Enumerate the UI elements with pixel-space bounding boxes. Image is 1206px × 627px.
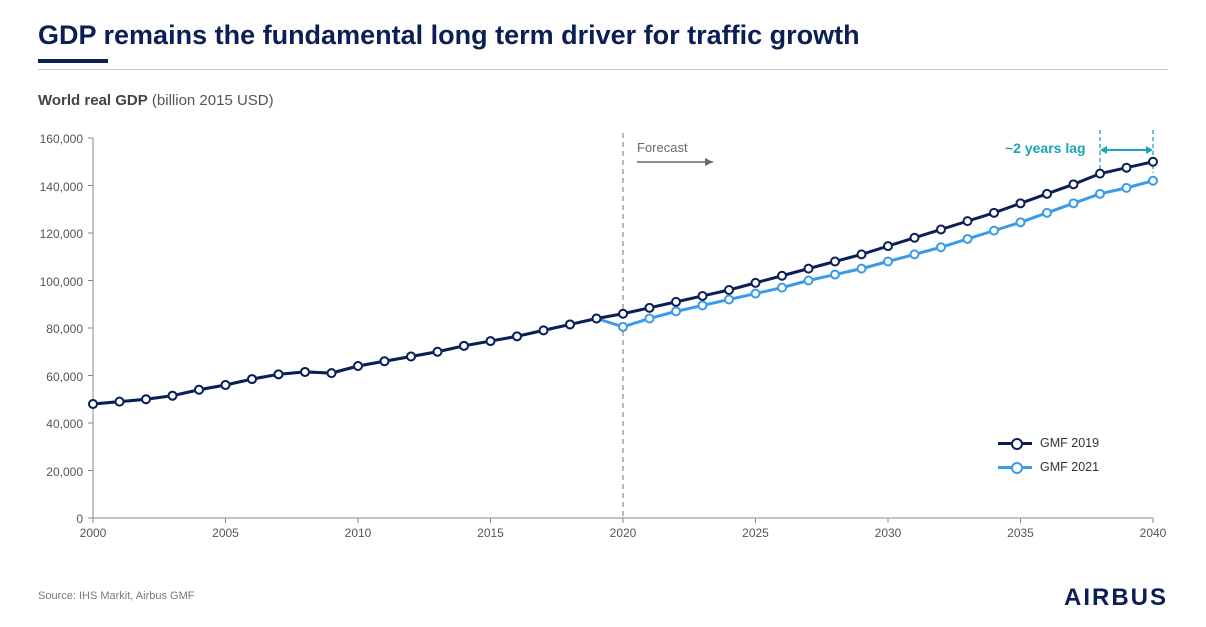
y-tick-label: 80,000 xyxy=(28,322,83,336)
chart-legend: GMF 2019 GMF 2021 xyxy=(998,436,1099,484)
x-tick-label: 2030 xyxy=(875,526,902,540)
legend-item: GMF 2019 xyxy=(998,436,1099,450)
y-tick-label: 0 xyxy=(28,512,83,526)
y-tick-label: 160,000 xyxy=(28,132,83,146)
x-tick-label: 2005 xyxy=(212,526,239,540)
subtitle-bold: World real GDP xyxy=(38,92,148,109)
y-tick-label: 140,000 xyxy=(28,180,83,194)
chart-subtitle: World real GDP (billion 2015 USD) xyxy=(38,92,1168,109)
x-tick-label: 2010 xyxy=(345,526,372,540)
chart-svg xyxy=(38,120,1163,540)
title-underline xyxy=(38,59,108,63)
x-tick-label: 2025 xyxy=(742,526,769,540)
x-tick-label: 2000 xyxy=(80,526,107,540)
slide-root: GDP remains the fundamental long term dr… xyxy=(0,0,1206,627)
x-tick-label: 2040 xyxy=(1140,526,1167,540)
y-tick-label: 100,000 xyxy=(28,275,83,289)
slide-title: GDP remains the fundamental long term dr… xyxy=(38,20,1168,51)
source-text: Source: IHS Markit, Airbus GMF xyxy=(38,590,194,602)
legend-label: GMF 2021 xyxy=(1040,460,1099,474)
forecast-label: Forecast xyxy=(637,140,688,155)
lag-label: ~2 years lag xyxy=(1005,140,1086,156)
x-tick-label: 2015 xyxy=(477,526,504,540)
y-tick-label: 60,000 xyxy=(28,370,83,384)
x-tick-label: 2035 xyxy=(1007,526,1034,540)
title-divider xyxy=(38,69,1168,70)
x-tick-label: 2020 xyxy=(610,526,637,540)
y-tick-label: 40,000 xyxy=(28,417,83,431)
y-tick-label: 120,000 xyxy=(28,227,83,241)
legend-item: GMF 2021 xyxy=(998,460,1099,474)
airbus-logo: AIRBUS xyxy=(1064,584,1168,612)
y-tick-label: 20,000 xyxy=(28,465,83,479)
legend-label: GMF 2019 xyxy=(1040,436,1099,450)
subtitle-rest: (billion 2015 USD) xyxy=(148,92,274,109)
chart-area: 020,00040,00060,00080,000100,000120,0001… xyxy=(38,120,1163,540)
